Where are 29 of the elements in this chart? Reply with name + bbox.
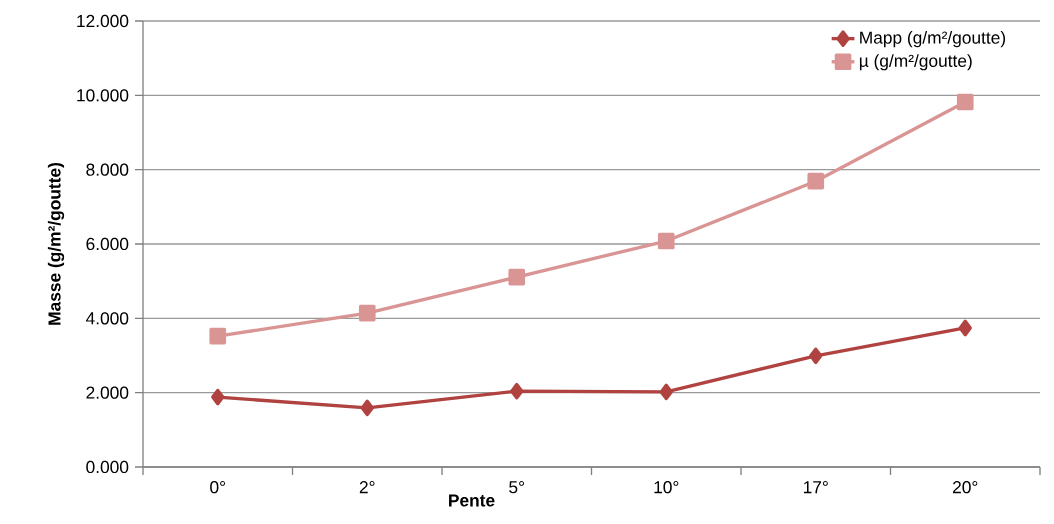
point: [510, 382, 524, 400]
point: [211, 388, 225, 406]
x-tick-label: 2°: [359, 481, 375, 494]
point: [809, 347, 823, 365]
point: [958, 319, 972, 337]
x-tick-label: 20°: [953, 481, 978, 494]
point: [360, 399, 374, 417]
x-tick-label: 10°: [654, 481, 679, 494]
y-tick-label: 12.000: [77, 14, 129, 28]
point: [358, 304, 376, 322]
y-tick-label: 0.000: [86, 460, 129, 474]
legend-label: Mapp (g/m²/goutte): [860, 31, 1006, 48]
x-axis-title: Pente: [449, 494, 495, 507]
point: [807, 172, 825, 190]
point: [508, 268, 526, 286]
point: [956, 93, 974, 111]
y-tick-label: 2.000: [86, 386, 129, 399]
point: [657, 232, 675, 250]
point: [659, 383, 673, 401]
legend-label: µ (g/m²/goutte): [859, 54, 972, 71]
y-tick-label: 4.000: [85, 312, 129, 325]
y-tick-label: 10.000: [77, 89, 129, 102]
x-tick-label: 0°: [210, 481, 225, 494]
x-tick-label: 5°: [509, 481, 524, 494]
y-tick-label: 8.000: [86, 163, 129, 176]
y-tick-label: 6.000: [86, 237, 129, 251]
point: [209, 327, 227, 345]
x-tick-label: 17°: [803, 481, 828, 494]
y-axis-title: Masse (g/m²/goutte): [47, 163, 65, 325]
